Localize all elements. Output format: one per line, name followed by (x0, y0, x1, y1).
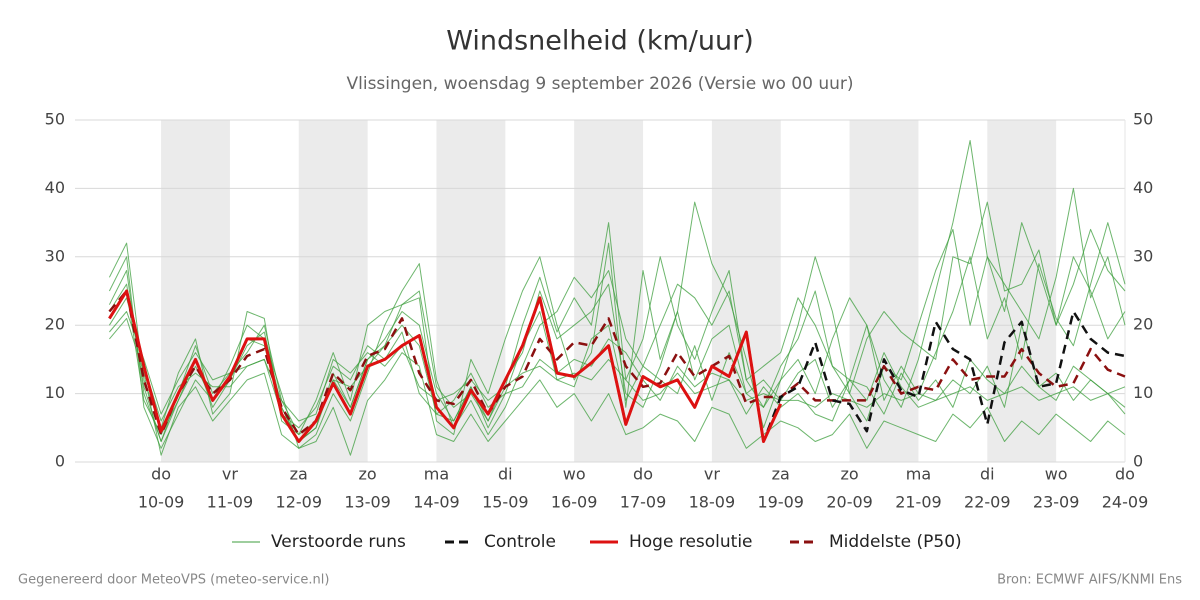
legend-label: Verstoorde runs (271, 532, 406, 552)
x-tick-date: 24-09 (1102, 493, 1149, 512)
x-tick-day: do (633, 465, 653, 484)
x-tick-day: zo (359, 465, 377, 484)
x-tick-day: di (498, 465, 513, 484)
y-tick-label: 30 (45, 246, 65, 265)
y-tick-label: 40 (45, 178, 65, 197)
chart-title: Windsnelheid (km/uur) (446, 26, 754, 57)
x-tick-day: vr (704, 465, 720, 484)
x-tick-date: 13-09 (344, 493, 391, 512)
x-tick-date: 11-09 (207, 493, 254, 512)
x-tick-day: za (772, 465, 790, 484)
legend-label: Middelste (P50) (829, 532, 962, 552)
y2-tick-label: 50 (1133, 110, 1153, 129)
x-tick-date: 18-09 (689, 493, 736, 512)
y-tick-label: 20 (45, 315, 65, 334)
y-tick-label: 50 (45, 110, 65, 129)
footer-right: Bron: ECMWF AIFS/KNMI Ens (997, 573, 1182, 588)
day-shade (987, 120, 1057, 462)
x-tick-day: zo (840, 465, 858, 484)
x-tick-day: za (290, 465, 308, 484)
day-shade (711, 120, 781, 462)
x-tick-date: 23-09 (1033, 493, 1080, 512)
day-shade (298, 120, 368, 462)
x-tick-date: 19-09 (757, 493, 804, 512)
y2-tick-label: 30 (1133, 246, 1153, 265)
x-tick-date: 10-09 (138, 493, 185, 512)
x-tick-date: 22-09 (964, 493, 1011, 512)
legend-label: Hoge resolutie (629, 532, 753, 552)
x-tick-day: wo (563, 465, 586, 484)
y2-tick-label: 10 (1133, 383, 1153, 402)
x-tick-date: 20-09 (826, 493, 873, 512)
x-tick-date: 17-09 (620, 493, 667, 512)
x-tick-date: 14-09 (413, 493, 460, 512)
series-line (108, 289, 783, 443)
x-tick-day: vr (222, 465, 238, 484)
x-tick-date: 16-09 (551, 493, 598, 512)
x-tick-day: di (980, 465, 995, 484)
series-line (108, 289, 1126, 436)
x-tick-day: ma (424, 465, 449, 484)
y2-tick-label: 20 (1133, 315, 1153, 334)
ensemble-line (109, 317, 1126, 456)
x-tick-day: wo (1045, 465, 1068, 484)
ensemble-line (108, 222, 1126, 442)
chart-subtitle: Vlissingen, woensdag 9 september 2026 (V… (347, 74, 854, 94)
x-tick-day: do (1115, 465, 1135, 484)
y-tick-label: 10 (45, 383, 65, 402)
ensemble-line (109, 311, 1126, 422)
x-tick-date: 21-09 (895, 493, 942, 512)
y-tick-label: 0 (55, 452, 65, 471)
legend-label: Controle (484, 532, 556, 552)
x-tick-date: 15-09 (482, 493, 529, 512)
y2-tick-label: 40 (1133, 178, 1153, 197)
footer-left: Gegenereerd door MeteoVPS (meteo-service… (18, 573, 329, 588)
x-tick-date: 12-09 (276, 493, 323, 512)
y2-tick-label: 0 (1133, 452, 1143, 471)
x-tick-day: ma (906, 465, 931, 484)
x-tick-day: do (151, 465, 171, 484)
